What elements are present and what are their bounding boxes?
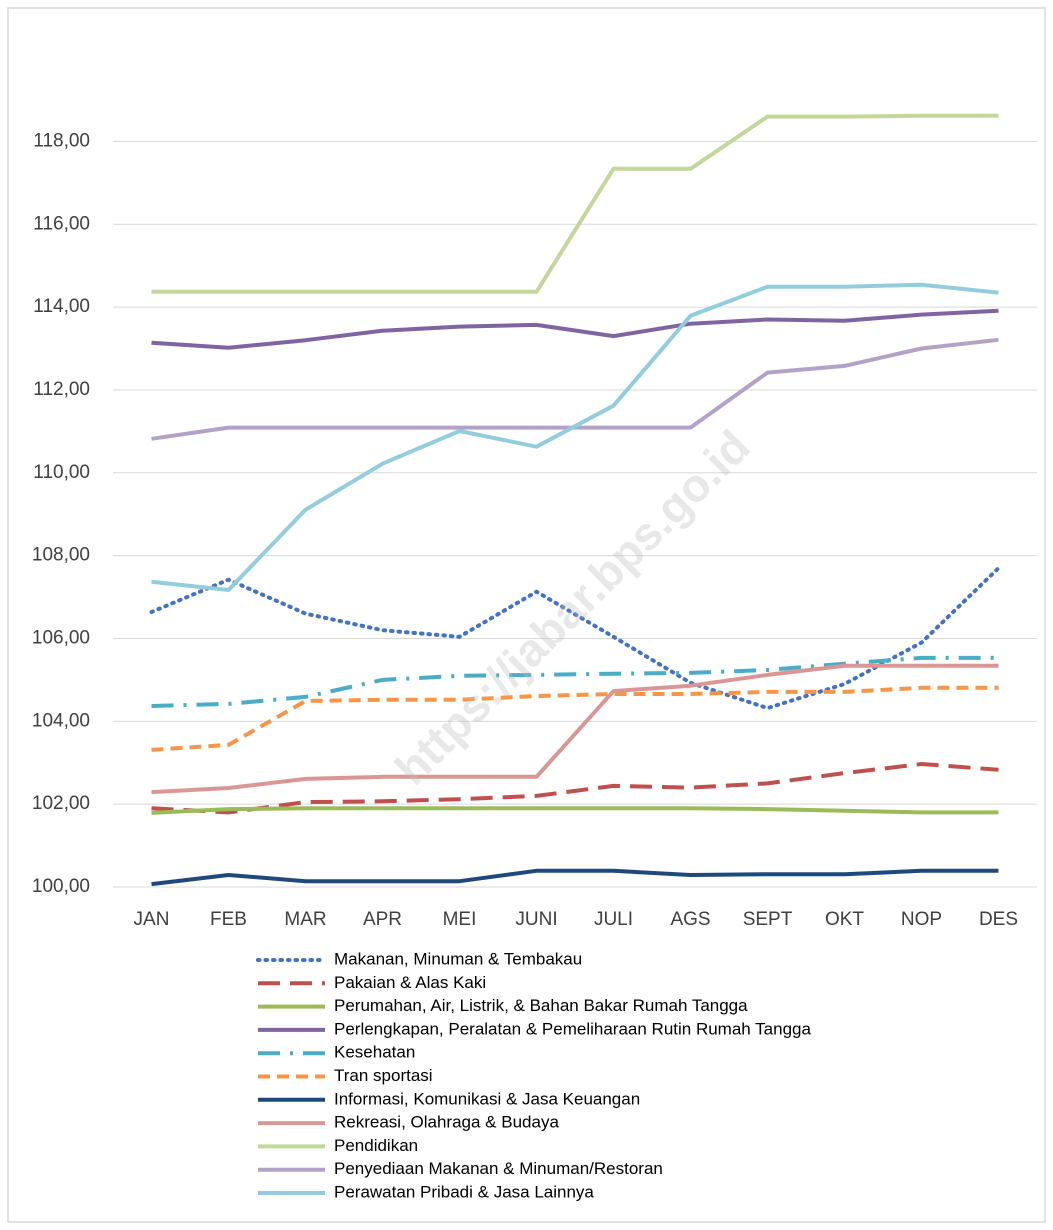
series-line: [151, 113, 999, 294]
x-tick-label: NOP: [901, 909, 942, 930]
y-tick-label: 118,00: [33, 130, 90, 151]
y-tick-label: 116,00: [33, 213, 90, 234]
series-line: [151, 762, 999, 815]
legend-label: Perumahan, Air, Listrik, & Bahan Bakar R…: [334, 996, 748, 1015]
legend-label: Makanan, Minuman & Tembakau: [334, 949, 582, 968]
legend-label: Kesehatan: [334, 1043, 415, 1062]
legend-label: Informasi, Komunikasi & Jasa Keuangan: [334, 1089, 640, 1108]
series-line: [151, 282, 999, 592]
legend-label: Rekreasi, Olahraga & Budaya: [334, 1113, 559, 1132]
legend-label: Perawatan Pribadi & Jasa Lainnya: [334, 1182, 594, 1201]
legend-label: Tran sportasi: [334, 1066, 433, 1085]
series-line: [151, 868, 999, 887]
x-tick-label: OKT: [825, 909, 864, 930]
y-tick-label: 110,00: [33, 462, 90, 483]
x-tick-label: DES: [979, 909, 1018, 930]
x-tick-label: SEPT: [743, 909, 793, 930]
y-tick-label: 112,00: [33, 379, 90, 400]
y-tick-label: 102,00: [32, 793, 90, 814]
y-tick-label: 100,00: [32, 876, 90, 897]
legend-label: Pakaian & Alas Kaki: [334, 973, 486, 992]
x-tick-label: MEI: [443, 909, 477, 930]
legend-label: Pendidikan: [334, 1136, 418, 1155]
y-tick-label: 104,00: [32, 710, 90, 731]
series-line: [151, 806, 999, 815]
y-tick-label: 106,00: [32, 627, 90, 648]
x-tick-label: JUNI: [515, 909, 557, 930]
series-line: [151, 308, 999, 350]
series-line: [151, 663, 999, 795]
series-line: [149, 566, 1001, 711]
legend-label: Perlengkapan, Peralatan & Pemeliharaan R…: [334, 1019, 811, 1038]
x-tick-label: FEB: [210, 909, 247, 930]
y-tick-label: 114,00: [33, 296, 90, 317]
x-tick-label: APR: [363, 909, 402, 930]
series-line: [151, 655, 999, 708]
chart-frame: [7, 7, 1046, 1223]
x-tick-label: JULI: [594, 909, 633, 930]
legend-label: Penyediaan Makanan & Minuman/Restoran: [334, 1159, 663, 1178]
x-tick-label: AGS: [670, 909, 710, 930]
y-tick-label: 108,00: [32, 545, 90, 566]
x-tick-label: JAN: [134, 909, 170, 930]
x-tick-label: MAR: [284, 909, 326, 930]
